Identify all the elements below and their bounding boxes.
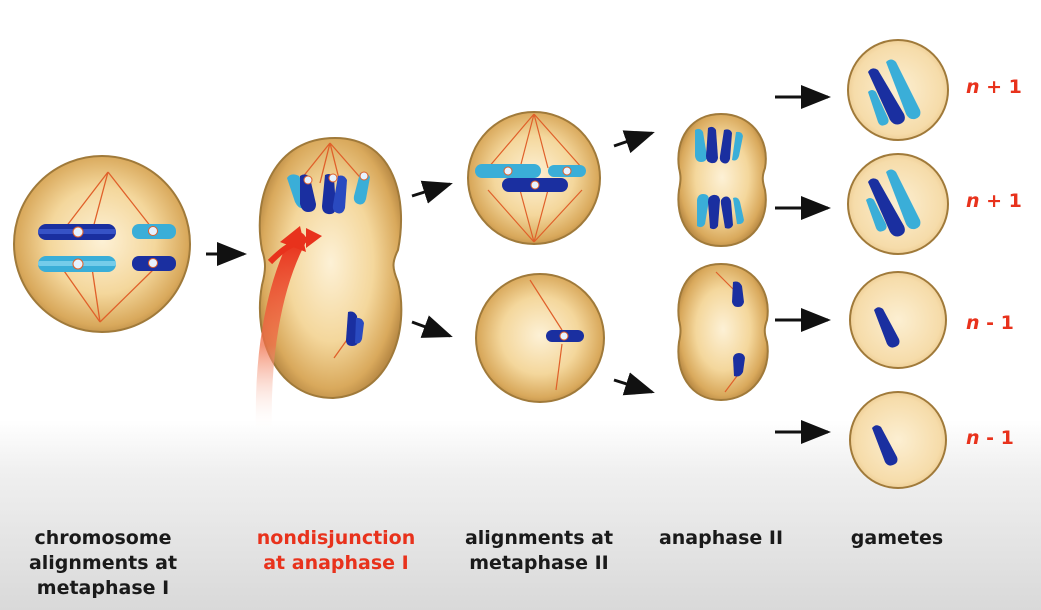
spindle-fibers [61,171,156,323]
anaphase-ii-cell-upper [677,112,767,248]
arrow-to-upper-anaphase-ii [613,130,655,154]
arrow-to-upper-metaphase-ii [411,180,453,204]
gamete-2-ploidy-label: n + 1 [966,190,1022,212]
stage-label-gametes: gametes [850,527,944,549]
gamete-3-ploidy-label: n - 1 [966,312,1014,334]
gamete-1-ploidy-label: n + 1 [966,76,1022,98]
stage-label-anaphase-ii: anaphase II [658,527,784,549]
gamete-4-ploidy-label: n - 1 [966,427,1014,449]
upper-chromatids-bottom [697,194,744,230]
metaphase-ii-cell-upper [467,111,601,245]
gamete-2 [847,153,949,255]
chromosome-pair-light [38,256,116,272]
upper-chromatids-top [695,126,743,164]
chromosome-cluster-upper [287,171,370,215]
anaphase-ii-cell-lower [677,262,769,402]
arrow-to-lower-anaphase-ii [613,372,655,396]
metaphase-i-cell [13,155,191,333]
small-chromosome-dark [132,256,176,271]
stage-label-nondisjunction: nondisjunction at anaphase I [256,527,416,574]
gamete-3 [849,271,947,369]
small-chromosome-light [132,224,176,239]
metaphase-ii-cell-lower [475,273,605,403]
chromosome-pair-dark [38,224,116,240]
chromosome-cluster-lower [346,311,364,346]
nondisjunction-arrow [255,226,322,440]
gamete-4 [849,391,947,489]
stage-label-metaphase-ii: alignments at metaphase II [464,527,614,574]
gamete-1 [847,39,949,141]
nondisjunction-cell [258,136,403,400]
arrow-to-lower-metaphase-ii [411,315,453,338]
stage-label-metaphase-i: chromosome alignments at metaphase I [28,527,178,599]
spindle-fibers-upper [297,142,366,184]
